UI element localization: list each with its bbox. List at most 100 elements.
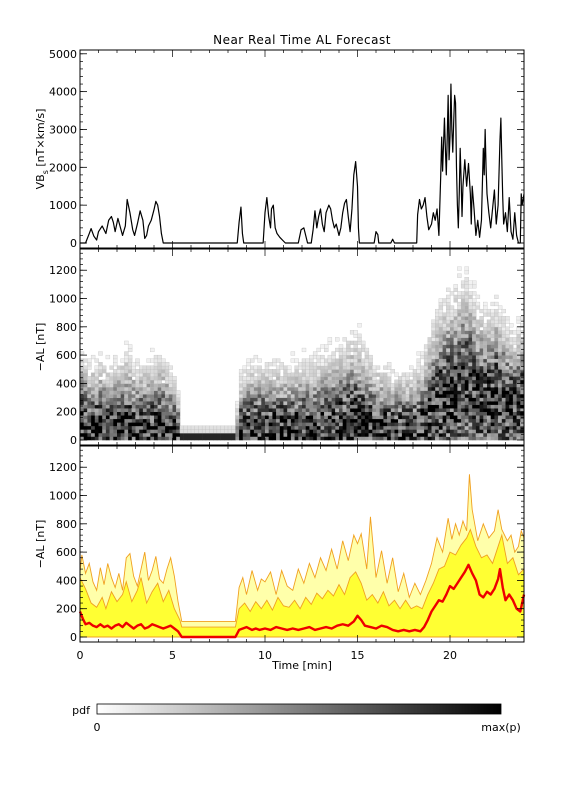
pdf-cell <box>516 425 521 430</box>
pdf-cell <box>401 393 407 399</box>
pdf-cell <box>331 404 336 409</box>
pdf-cell <box>483 436 488 441</box>
pdf-cell <box>464 386 469 391</box>
pdf-cell <box>501 358 506 363</box>
pdf-cell <box>342 436 347 441</box>
pdf-cell <box>168 372 173 377</box>
pdf-cell <box>387 397 392 402</box>
pdf-cell <box>309 418 314 423</box>
pdf-cell <box>383 436 388 441</box>
pdf-cell <box>472 308 477 314</box>
pdf-cell <box>516 326 521 331</box>
pdf-cell <box>287 418 292 423</box>
pdf-cell <box>501 411 506 416</box>
pdf-cell <box>265 408 269 413</box>
pdf-cell <box>387 415 392 420</box>
pdf-cell <box>461 383 466 388</box>
pdf-cell <box>105 418 110 423</box>
pdf-cell <box>427 351 432 356</box>
pdf-cell <box>509 337 514 342</box>
pdf-cell <box>275 383 281 388</box>
pdf-cell <box>298 397 303 402</box>
pdf-cell <box>486 333 492 338</box>
pdf-cell <box>497 340 503 345</box>
pdf-cell <box>320 422 325 427</box>
pdf-cell <box>427 408 432 413</box>
pdf-cell <box>487 397 491 402</box>
pdf-cell <box>512 408 517 413</box>
pdf-cell <box>305 383 310 388</box>
pdf-cell <box>438 365 443 370</box>
pdf-cell <box>472 340 477 345</box>
pdf-cell <box>383 376 388 381</box>
pdf-cell <box>268 383 273 388</box>
pdf-cell <box>309 362 314 367</box>
pdf-cell <box>427 411 432 416</box>
pdf-cell <box>353 372 358 377</box>
pdf-cell <box>361 379 366 384</box>
pdf-cell <box>142 404 147 409</box>
pdf-cell <box>357 425 362 430</box>
pdf-cell <box>272 411 277 416</box>
pdf-cell <box>401 408 406 413</box>
pdf-cell <box>261 383 266 388</box>
pdf-cell <box>172 383 177 388</box>
pdf-cell <box>179 436 184 441</box>
pdf-cell <box>472 415 477 420</box>
pdf-cell <box>460 298 466 303</box>
pdf-cell <box>505 422 510 427</box>
pdf-cell <box>509 397 514 402</box>
pdf-cell <box>131 425 136 430</box>
pdf-cell <box>342 383 347 388</box>
pdf-cell <box>150 386 155 391</box>
pdf-cell <box>424 425 429 430</box>
pdf-cell <box>124 418 129 423</box>
pdf-cell <box>305 401 310 405</box>
pdf-cell <box>446 287 451 292</box>
pdf-cell <box>461 404 466 409</box>
pdf-cell <box>238 386 244 391</box>
pdf-cell <box>172 429 177 434</box>
pdf-cell <box>117 418 121 423</box>
pdf-cell <box>501 330 506 335</box>
pdf-cell <box>449 312 455 317</box>
pdf-cell <box>238 369 244 374</box>
pdf-cell <box>468 284 473 289</box>
pdf-cell <box>246 397 251 402</box>
pdf-cell <box>501 323 506 328</box>
pdf-cell <box>131 365 136 370</box>
pdf-cell <box>335 436 340 441</box>
pdf-cell <box>475 401 480 405</box>
pdf-cell <box>416 383 421 388</box>
pdf-cell <box>494 347 499 353</box>
pdf-cell <box>257 411 262 416</box>
pdf-cell <box>91 415 96 420</box>
pdf-cell <box>113 429 118 434</box>
pdf-cell <box>327 397 332 402</box>
pdf-cell <box>368 386 373 391</box>
pdf-cell <box>394 415 399 420</box>
pdf-cell <box>120 422 125 427</box>
pdf-cell <box>276 404 281 409</box>
pdf-cell <box>172 418 177 423</box>
pdf-cell <box>331 369 336 374</box>
pdf-cell <box>457 376 462 381</box>
pdf-cell <box>150 394 155 398</box>
pdf-cell <box>339 411 343 416</box>
pdf-cell <box>431 429 436 434</box>
pdf-cell <box>423 365 429 370</box>
pdf-cell <box>394 386 399 391</box>
pdf-cell <box>257 394 262 398</box>
pdf-cell <box>287 436 292 441</box>
pdf-cell <box>272 362 277 367</box>
pdf-cell <box>338 362 344 367</box>
pdf-cell <box>335 397 340 402</box>
pdf-cell <box>409 390 414 395</box>
pdf-cell <box>272 418 277 423</box>
pdf-cell <box>460 333 466 338</box>
pdf-cell <box>261 422 266 427</box>
pdf-cell <box>505 348 510 352</box>
pdf-cell <box>157 411 162 416</box>
pdf-cell <box>446 355 451 359</box>
pdf-cell <box>161 404 166 409</box>
